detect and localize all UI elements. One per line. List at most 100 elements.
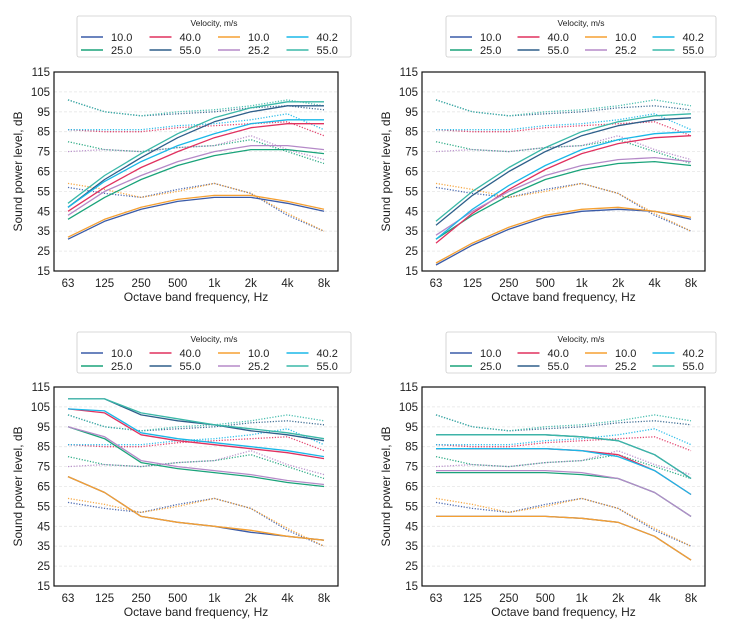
series-line-dotted-55.0-ref-b bbox=[435, 414, 692, 432]
y-tick-label: 25 bbox=[405, 561, 418, 573]
legend-box bbox=[445, 331, 717, 374]
legend: Velocity, m/s 10.0 40.0 10.0 40.2 25.0 55.0 25.… bbox=[445, 15, 717, 58]
series-line-solid-55.0 bbox=[67, 101, 324, 204]
series-line-solid-40.0 bbox=[435, 135, 692, 244]
x-tick-label: 63 bbox=[430, 278, 443, 290]
y-axis-label: Sound power level, dB bbox=[11, 426, 25, 546]
y-axis-label: Sound power level, dB bbox=[11, 111, 25, 231]
x-tick-label: 1k bbox=[576, 278, 588, 290]
y-tick-label: 105 bbox=[399, 87, 418, 99]
y-tick-label: 55 bbox=[405, 186, 418, 198]
legend-title: Velocity, m/s bbox=[190, 334, 237, 344]
x-tick-label: 125 bbox=[95, 278, 114, 290]
x-axis-label: Octave band frequency, Hz bbox=[491, 605, 636, 619]
y-tick-label: 55 bbox=[405, 501, 418, 513]
series-line-dotted-10.0-ref-b bbox=[67, 182, 325, 232]
x-tick-label: 8k bbox=[685, 278, 697, 290]
x-tick-label: 2k bbox=[245, 593, 257, 605]
y-tick-label: 95 bbox=[37, 422, 50, 434]
series-line-dotted-55.0-ref- bbox=[67, 414, 325, 432]
y-tick-label: 85 bbox=[37, 127, 50, 139]
series-line-solid-10.0 bbox=[435, 206, 692, 264]
series-line-solid-25.0 bbox=[67, 148, 325, 220]
series-line-dotted-25.2-ref- bbox=[435, 450, 692, 476]
legend-label: 55.0 bbox=[180, 45, 201, 57]
series-line-solid-25.2 bbox=[67, 426, 325, 486]
chart-bottom-left: 15 25 35 45 55 65 75 85 95 105 115 63 125 250 500 1k 2k 4… bbox=[11, 331, 352, 619]
legend-title: Velocity, m/s bbox=[557, 334, 604, 344]
x-axis-label: Octave band frequency, Hz bbox=[124, 605, 269, 619]
legend-label: 55.0 bbox=[548, 361, 569, 373]
x-tick-label: 125 bbox=[463, 593, 482, 605]
legend-title: Velocity, m/s bbox=[557, 18, 604, 28]
x-tick-label: 2k bbox=[245, 278, 257, 290]
y-tick-label: 55 bbox=[37, 186, 50, 198]
series-line-dotted-55.0-ref- bbox=[435, 414, 692, 432]
y-tick-label: 115 bbox=[32, 67, 50, 79]
y-tick-label: 15 bbox=[37, 581, 50, 593]
series-line-solid-40.2 bbox=[67, 408, 325, 458]
legend-label: 25.2 bbox=[615, 361, 636, 373]
series-line-dotted-40.2-ref- bbox=[436, 113, 692, 131]
x-tick-label: 2k bbox=[612, 278, 624, 290]
y-tick-label: 65 bbox=[405, 167, 418, 179]
plot-frame bbox=[53, 71, 339, 272]
x-tick-label: 8k bbox=[318, 593, 330, 605]
chart-top-right: 15 25 35 45 55 65 75 85 95 105 115 63 125 250 500 1k 2k 4… bbox=[379, 15, 717, 304]
x-tick-label: 4k bbox=[648, 593, 660, 605]
series-line-solid-25.0 bbox=[435, 160, 692, 240]
legend-label: 55.0 bbox=[683, 361, 704, 373]
x-axis-label: Octave band frequency, Hz bbox=[491, 290, 636, 304]
series-line-dotted-40.2-ref- bbox=[68, 428, 325, 446]
series-line-dotted-40.0-ref- bbox=[435, 436, 692, 452]
series-line-dotted-40.0-ref- bbox=[435, 121, 692, 137]
x-tick-label: 250 bbox=[499, 278, 518, 290]
x-tick-label: 125 bbox=[463, 278, 482, 290]
y-tick-label: 45 bbox=[405, 206, 418, 218]
series-line-solid-10.0 bbox=[67, 194, 325, 238]
x-tick-label: 4k bbox=[281, 278, 293, 290]
x-axis-label: Octave band frequency, Hz bbox=[124, 290, 269, 304]
x-tick-label: 1k bbox=[208, 278, 220, 290]
legend-label: 10.0 bbox=[111, 32, 132, 44]
x-tick-label: 63 bbox=[62, 593, 75, 605]
legend-label: 10.0 bbox=[480, 32, 501, 44]
legend: Velocity, m/s 10.0 40.0 10.0 40.2 25.0 55.0 25.… bbox=[445, 331, 717, 374]
y-tick-label: 85 bbox=[37, 442, 50, 454]
y-tick-label: 35 bbox=[405, 226, 418, 238]
y-tick-label: 95 bbox=[405, 107, 418, 119]
x-tick-label: 63 bbox=[430, 593, 443, 605]
series-line-solid-25.0 bbox=[436, 471, 692, 517]
series-line-solid-40.0 bbox=[67, 408, 325, 460]
legend-label: 10.0 bbox=[615, 32, 636, 44]
plot-frame bbox=[421, 71, 706, 272]
y-tick-label: 115 bbox=[32, 382, 50, 394]
series-line-solid-40.2 bbox=[436, 448, 692, 496]
legend-label: 25.0 bbox=[111, 361, 132, 373]
series-line-dotted-10.0-ref- bbox=[67, 182, 325, 232]
series-line-dotted-25.2-ref- bbox=[67, 450, 325, 476]
x-tick-label: 4k bbox=[648, 278, 660, 290]
y-tick-label: 25 bbox=[405, 246, 418, 258]
y-tick-label: 15 bbox=[405, 266, 418, 278]
legend-label: 25.0 bbox=[480, 45, 501, 57]
x-tick-label: 1k bbox=[208, 593, 220, 605]
legend-label: 40.2 bbox=[683, 32, 704, 44]
legend-box bbox=[76, 331, 352, 374]
x-tick-label: 2k bbox=[612, 593, 624, 605]
series-line-solid-55.0 bbox=[67, 105, 324, 208]
x-tick-label: 500 bbox=[536, 278, 555, 290]
x-tick-label: 8k bbox=[685, 593, 697, 605]
x-tick-label: 500 bbox=[536, 593, 555, 605]
chart-bottom-right: 15 25 35 45 55 65 75 85 95 105 115 63 125 250 500 1k 2k 4… bbox=[379, 331, 717, 619]
series-line-dotted-40.2-ref- bbox=[436, 428, 692, 446]
series-line-dotted-25.0-ref- bbox=[435, 454, 692, 480]
y-tick-label: 75 bbox=[405, 462, 418, 474]
legend-label: 10.0 bbox=[480, 348, 501, 360]
legend-label: 10.0 bbox=[111, 348, 132, 360]
series-line-dotted-25.2-ref- bbox=[435, 135, 692, 161]
legend-box bbox=[445, 15, 717, 58]
series-line-dotted-40.0-ref- bbox=[67, 436, 325, 452]
series-line-solid-25.2 bbox=[67, 144, 325, 216]
series-line-solid-55.0 bbox=[68, 398, 325, 442]
